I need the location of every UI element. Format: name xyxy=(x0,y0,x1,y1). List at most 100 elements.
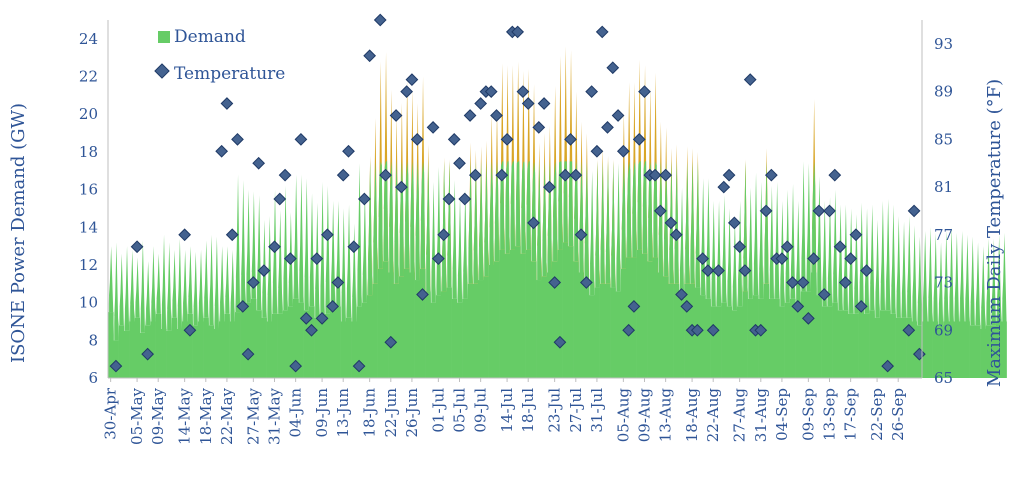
temperature-point xyxy=(141,347,155,361)
demand-spike xyxy=(182,249,188,322)
temperature-point xyxy=(246,276,260,289)
demand-base-bar xyxy=(657,272,664,378)
demand-spike xyxy=(467,161,473,284)
temperature-point xyxy=(727,216,741,230)
demand-spike xyxy=(266,215,272,322)
temperature-point xyxy=(801,311,815,325)
demand-base-bar xyxy=(906,317,912,378)
demand-spike xyxy=(700,178,706,296)
demand-spike xyxy=(663,161,669,277)
demand-spike xyxy=(684,161,690,284)
x-tick-label: 31-May xyxy=(266,387,284,444)
demand-base-bar xyxy=(599,283,606,378)
temperature-point xyxy=(669,228,683,242)
right-axis-title: Maximum Daily Temperature (°F) xyxy=(984,79,1005,387)
x-tick-label: 09-Jun xyxy=(313,388,331,438)
demand-base-bar xyxy=(430,302,437,378)
demand-spike xyxy=(916,236,922,326)
demand-spike xyxy=(911,225,917,322)
demand-base-bar xyxy=(398,276,405,378)
temperature-point xyxy=(579,276,593,289)
demand-base-bar xyxy=(367,295,373,378)
demand-base-bar xyxy=(155,313,162,378)
demand-spike xyxy=(319,182,325,322)
x-tick-label: 23-Jul xyxy=(546,388,564,433)
x-tick-label: 26-Sep xyxy=(889,388,907,441)
x-tick-label: 13-Aug xyxy=(657,388,675,443)
demand-base-bar xyxy=(150,321,156,378)
temperature-point xyxy=(426,121,440,134)
temperature-point xyxy=(564,132,577,146)
temperature-point xyxy=(484,85,498,98)
demand-spike xyxy=(229,249,235,322)
demand-base-bar xyxy=(974,325,981,378)
demand-spike xyxy=(900,221,907,318)
temperature-point xyxy=(521,97,535,110)
demand-spike xyxy=(631,161,637,258)
demand-spike xyxy=(409,161,415,273)
demand-base-bar xyxy=(219,321,225,378)
demand-base-bar xyxy=(837,310,844,378)
temperature-point xyxy=(574,228,588,242)
demand-spike xyxy=(155,253,161,314)
demand-spike xyxy=(678,187,685,299)
left-tick-label: 18 xyxy=(79,143,98,161)
temperature-point xyxy=(236,300,250,313)
temperature-point xyxy=(315,311,329,325)
demand-base-bar xyxy=(784,302,791,378)
demand-spike xyxy=(277,210,283,314)
demand-spike xyxy=(293,174,299,299)
temperature-point xyxy=(754,323,768,337)
demand-base-bar xyxy=(937,325,944,378)
demand-base-bar xyxy=(620,268,627,378)
x-tick-label: 18-May xyxy=(197,387,215,444)
demand-spike xyxy=(213,236,219,330)
temperature-point xyxy=(743,73,757,87)
demand-base-bar xyxy=(160,329,167,378)
temperature-point xyxy=(468,168,482,182)
temperature-point xyxy=(442,192,456,206)
demand-spike xyxy=(758,182,764,299)
demand-base-bar xyxy=(800,291,807,378)
temperature-point xyxy=(278,168,292,182)
demand-base-bar xyxy=(393,283,400,378)
demand-base-bar xyxy=(768,298,775,378)
demand-spike xyxy=(890,204,896,314)
x-tick-label: 22-May xyxy=(218,387,236,444)
demand-base-bar xyxy=(351,321,357,378)
temperature-point xyxy=(558,168,572,182)
x-tick-label: 09-Jul xyxy=(472,388,490,433)
temperature-point xyxy=(627,300,641,313)
temperature-point xyxy=(585,85,599,98)
demand-spike xyxy=(483,161,489,277)
demand-base-bar xyxy=(308,306,315,378)
demand-base-bar xyxy=(139,332,146,378)
temperature-point xyxy=(431,252,445,266)
demand-spike xyxy=(303,178,309,311)
demand-spike xyxy=(546,161,552,273)
temperature-point xyxy=(854,300,868,313)
temperature-point xyxy=(542,180,556,194)
demand-spike xyxy=(145,261,151,326)
demand-spike xyxy=(974,242,981,326)
temperature-point xyxy=(849,228,863,242)
demand-spike xyxy=(742,161,748,292)
x-tick-label: 05-Jul xyxy=(451,388,469,433)
temperature-point xyxy=(601,121,614,134)
demand-spike xyxy=(726,208,732,307)
temperature-point xyxy=(659,168,673,182)
right-tick-label: 65 xyxy=(934,369,953,387)
demand-base-bar xyxy=(959,321,965,378)
demand-spike xyxy=(456,197,463,303)
x-tick-label: 18-Jul xyxy=(519,388,537,433)
temperature-point xyxy=(722,168,736,182)
demand-spike xyxy=(578,161,584,273)
demand-base-bar xyxy=(234,312,241,378)
demand-spike xyxy=(134,257,140,318)
demand-spike xyxy=(245,189,251,303)
temperature-point xyxy=(342,144,355,158)
temperature-point xyxy=(823,204,836,218)
temperature-point xyxy=(764,168,778,182)
demand-base-bar xyxy=(483,276,489,378)
